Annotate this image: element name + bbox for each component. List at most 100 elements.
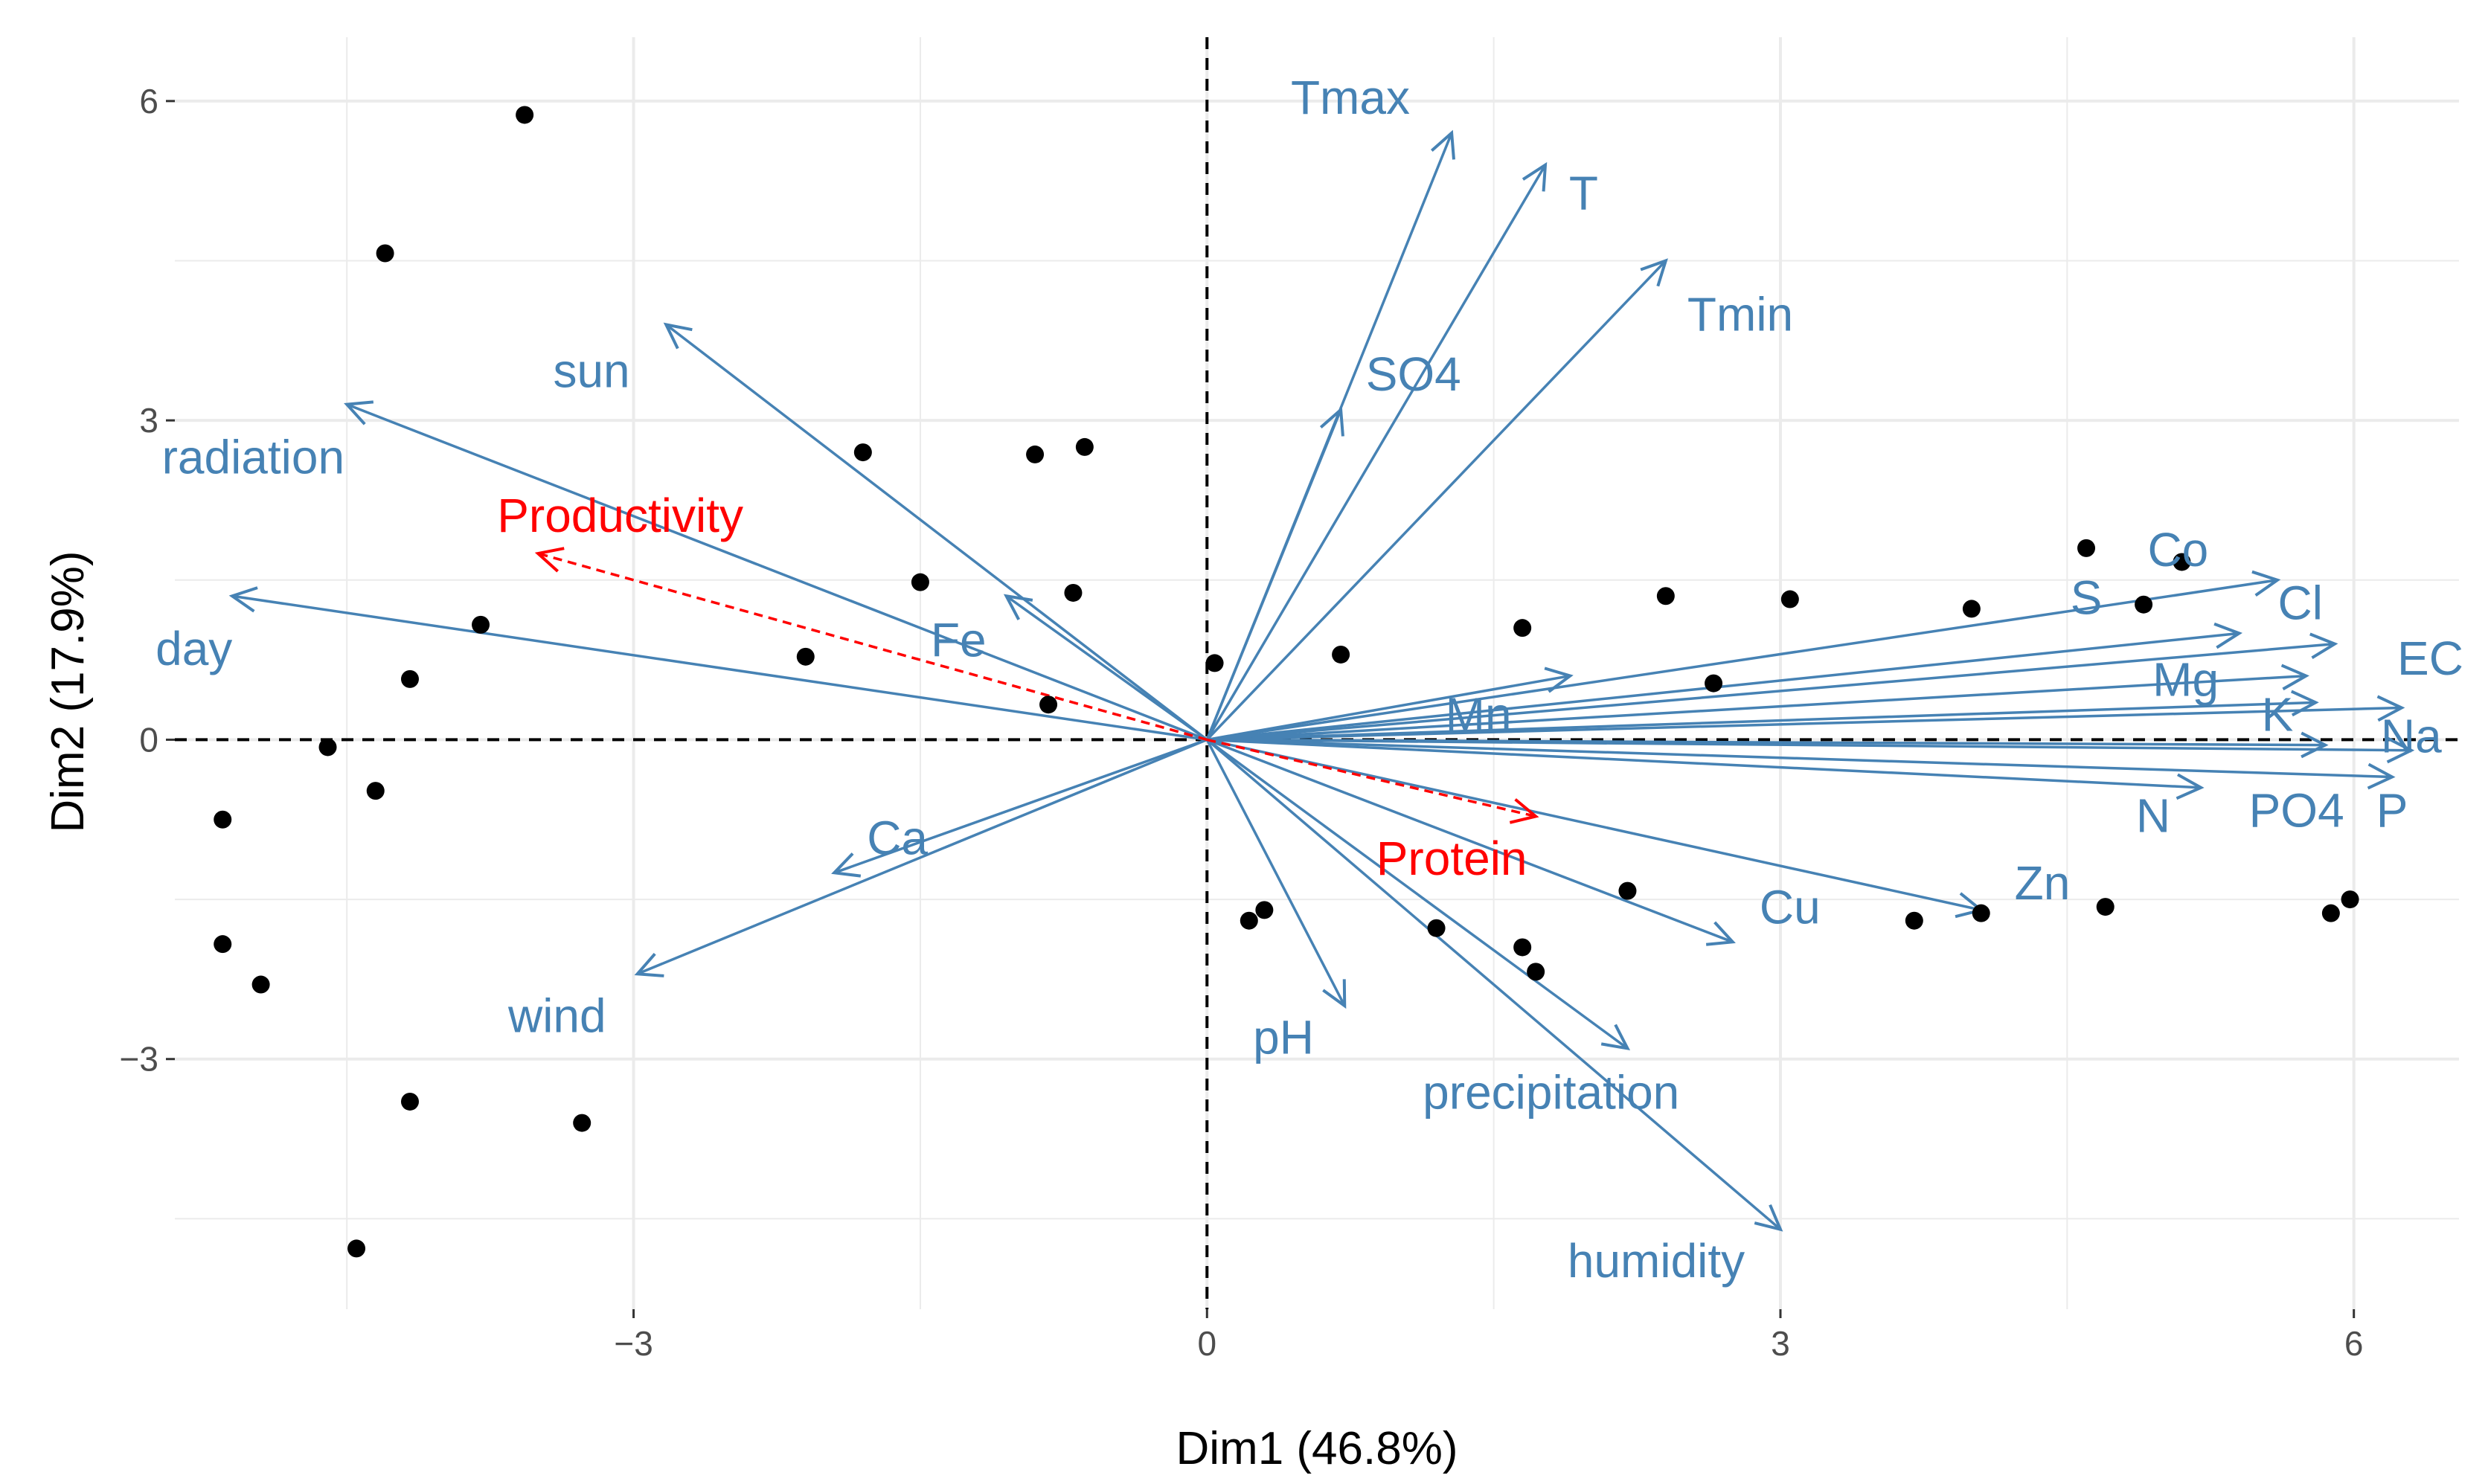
variable-arrow-co	[1207, 570, 2281, 742]
data-point	[1962, 600, 1981, 618]
data-point	[472, 615, 490, 634]
x-tick-label: 0	[1197, 1324, 1216, 1363]
variable-label-day: day	[156, 622, 232, 675]
data-point	[376, 244, 394, 263]
data-point	[366, 782, 385, 800]
data-point	[214, 935, 232, 954]
variable-label-t: T	[1569, 167, 1598, 220]
variable-label-tmax: Tmax	[1291, 71, 1410, 124]
data-point	[2077, 539, 2096, 557]
variable-arrow-radiation	[344, 400, 1208, 742]
variable-arrow-t	[1205, 161, 1548, 741]
variable-arrow-humidity	[1206, 739, 1783, 1232]
data-point	[573, 1114, 591, 1132]
variable-arrow-fe	[1003, 594, 1208, 741]
variable-arrow-day	[228, 586, 1208, 742]
variable-arrow-n	[1207, 738, 2205, 800]
data-point	[251, 975, 270, 994]
y-tick-label: 3	[139, 401, 158, 440]
data-point	[2341, 890, 2359, 909]
variable-label-so4: SO4	[1366, 347, 1461, 401]
variable-label-radiation: radiation	[162, 430, 345, 484]
x-tick-label: 6	[2344, 1324, 2364, 1363]
data-point	[1255, 901, 1274, 919]
data-point	[2173, 553, 2191, 571]
variable-label-k: K	[2262, 688, 2294, 742]
variable-label-n: N	[2136, 789, 2170, 843]
variable-label-mn: Mn	[1446, 688, 1512, 742]
variable-arrow-ec	[1207, 695, 2405, 742]
grid	[175, 37, 2459, 1309]
variable-label-wind: wind	[507, 989, 606, 1043]
variable-label-cl: Cl	[2278, 576, 2323, 629]
variable-arrow-mg	[1207, 664, 2309, 742]
variable-arrows	[228, 129, 2415, 1232]
data-point	[516, 106, 534, 124]
zero-reference-lines	[175, 37, 2459, 1309]
variable-label-na: Na	[2381, 709, 2442, 762]
variable-label-p: P	[2376, 784, 2408, 838]
variable-arrow-cl	[1207, 632, 2338, 742]
variable-label-cu: Cu	[1760, 881, 1821, 934]
variable-arrow-wind	[634, 738, 1208, 977]
variable-label-sun: sun	[553, 344, 629, 398]
data-point	[1332, 645, 1350, 664]
variable-label-zn: Zn	[2015, 856, 2071, 910]
variable-label-tmin: Tmin	[1687, 288, 1793, 341]
data-point	[1972, 904, 1990, 922]
data-point	[1075, 437, 1094, 456]
variable-arrow-sun	[663, 322, 1208, 741]
data-point	[1705, 674, 1723, 693]
data-point	[1427, 919, 1446, 937]
supplementary-label-protein: Protein	[1376, 832, 1527, 885]
variable-arrow-p	[1207, 738, 2396, 790]
variable-arrow-s	[1207, 622, 2243, 742]
data-point	[2321, 904, 2340, 922]
variable-label-co: Co	[2147, 523, 2208, 576]
variable-label-ph: pH	[1253, 1010, 1314, 1064]
variable-arrow-mn	[1206, 666, 1574, 742]
data-point	[1205, 654, 1224, 672]
data-point	[400, 1092, 419, 1111]
variable-label-humidity: humidity	[1568, 1234, 1745, 1288]
variable-arrow-ph	[1205, 739, 1347, 1009]
x-tick-label: 3	[1771, 1324, 1790, 1363]
data-point	[347, 1239, 366, 1258]
variable-label-ec: EC	[2397, 632, 2463, 685]
data-point	[1026, 445, 1045, 463]
variable-arrow-precipitation	[1206, 739, 1631, 1051]
x-axis-title: Dim1 (46.8%)	[1176, 1423, 1458, 1474]
data-point	[1656, 587, 1675, 606]
data-point	[1064, 583, 1083, 602]
data-point	[1513, 938, 1532, 957]
supplementary-arrow-productivity	[534, 547, 1208, 742]
variable-arrow-na	[1207, 736, 2415, 764]
variable-label-fe: Fe	[931, 614, 987, 667]
variable-label-precipitation: precipitation	[1423, 1066, 1679, 1120]
variable-arrow-ca	[831, 738, 1208, 878]
data-point	[2135, 595, 2153, 614]
variable-label-mg: Mg	[2152, 653, 2219, 707]
data-point	[1527, 963, 1545, 981]
variable-arrow-tmin	[1206, 258, 1668, 741]
variable-label-s: S	[2071, 571, 2103, 624]
y-axis-title: Dim2 (17.9%)	[42, 551, 94, 833]
x-tick-label: −3	[614, 1324, 653, 1363]
data-point	[2096, 898, 2115, 916]
supplementary-label-productivity: Productivity	[497, 489, 743, 542]
data-point	[1039, 696, 1058, 714]
data-point	[400, 669, 419, 688]
variable-label-po4: PO4	[2249, 784, 2344, 838]
data-point	[1618, 881, 1637, 900]
data-point	[1905, 911, 1923, 930]
variable-arrow-zn	[1206, 738, 1985, 919]
y-tick-label: 0	[139, 720, 158, 759]
axis-ticks: −3 0 3 6 −3 0 3 6	[120, 82, 2364, 1363]
data-point	[853, 443, 872, 462]
supplementary-arrow-protein	[1206, 738, 1539, 824]
y-tick-label: −3	[120, 1040, 158, 1079]
individual-points	[214, 106, 2359, 1258]
y-tick-label: 6	[139, 82, 158, 121]
variable-arrow-cu	[1206, 738, 1736, 946]
